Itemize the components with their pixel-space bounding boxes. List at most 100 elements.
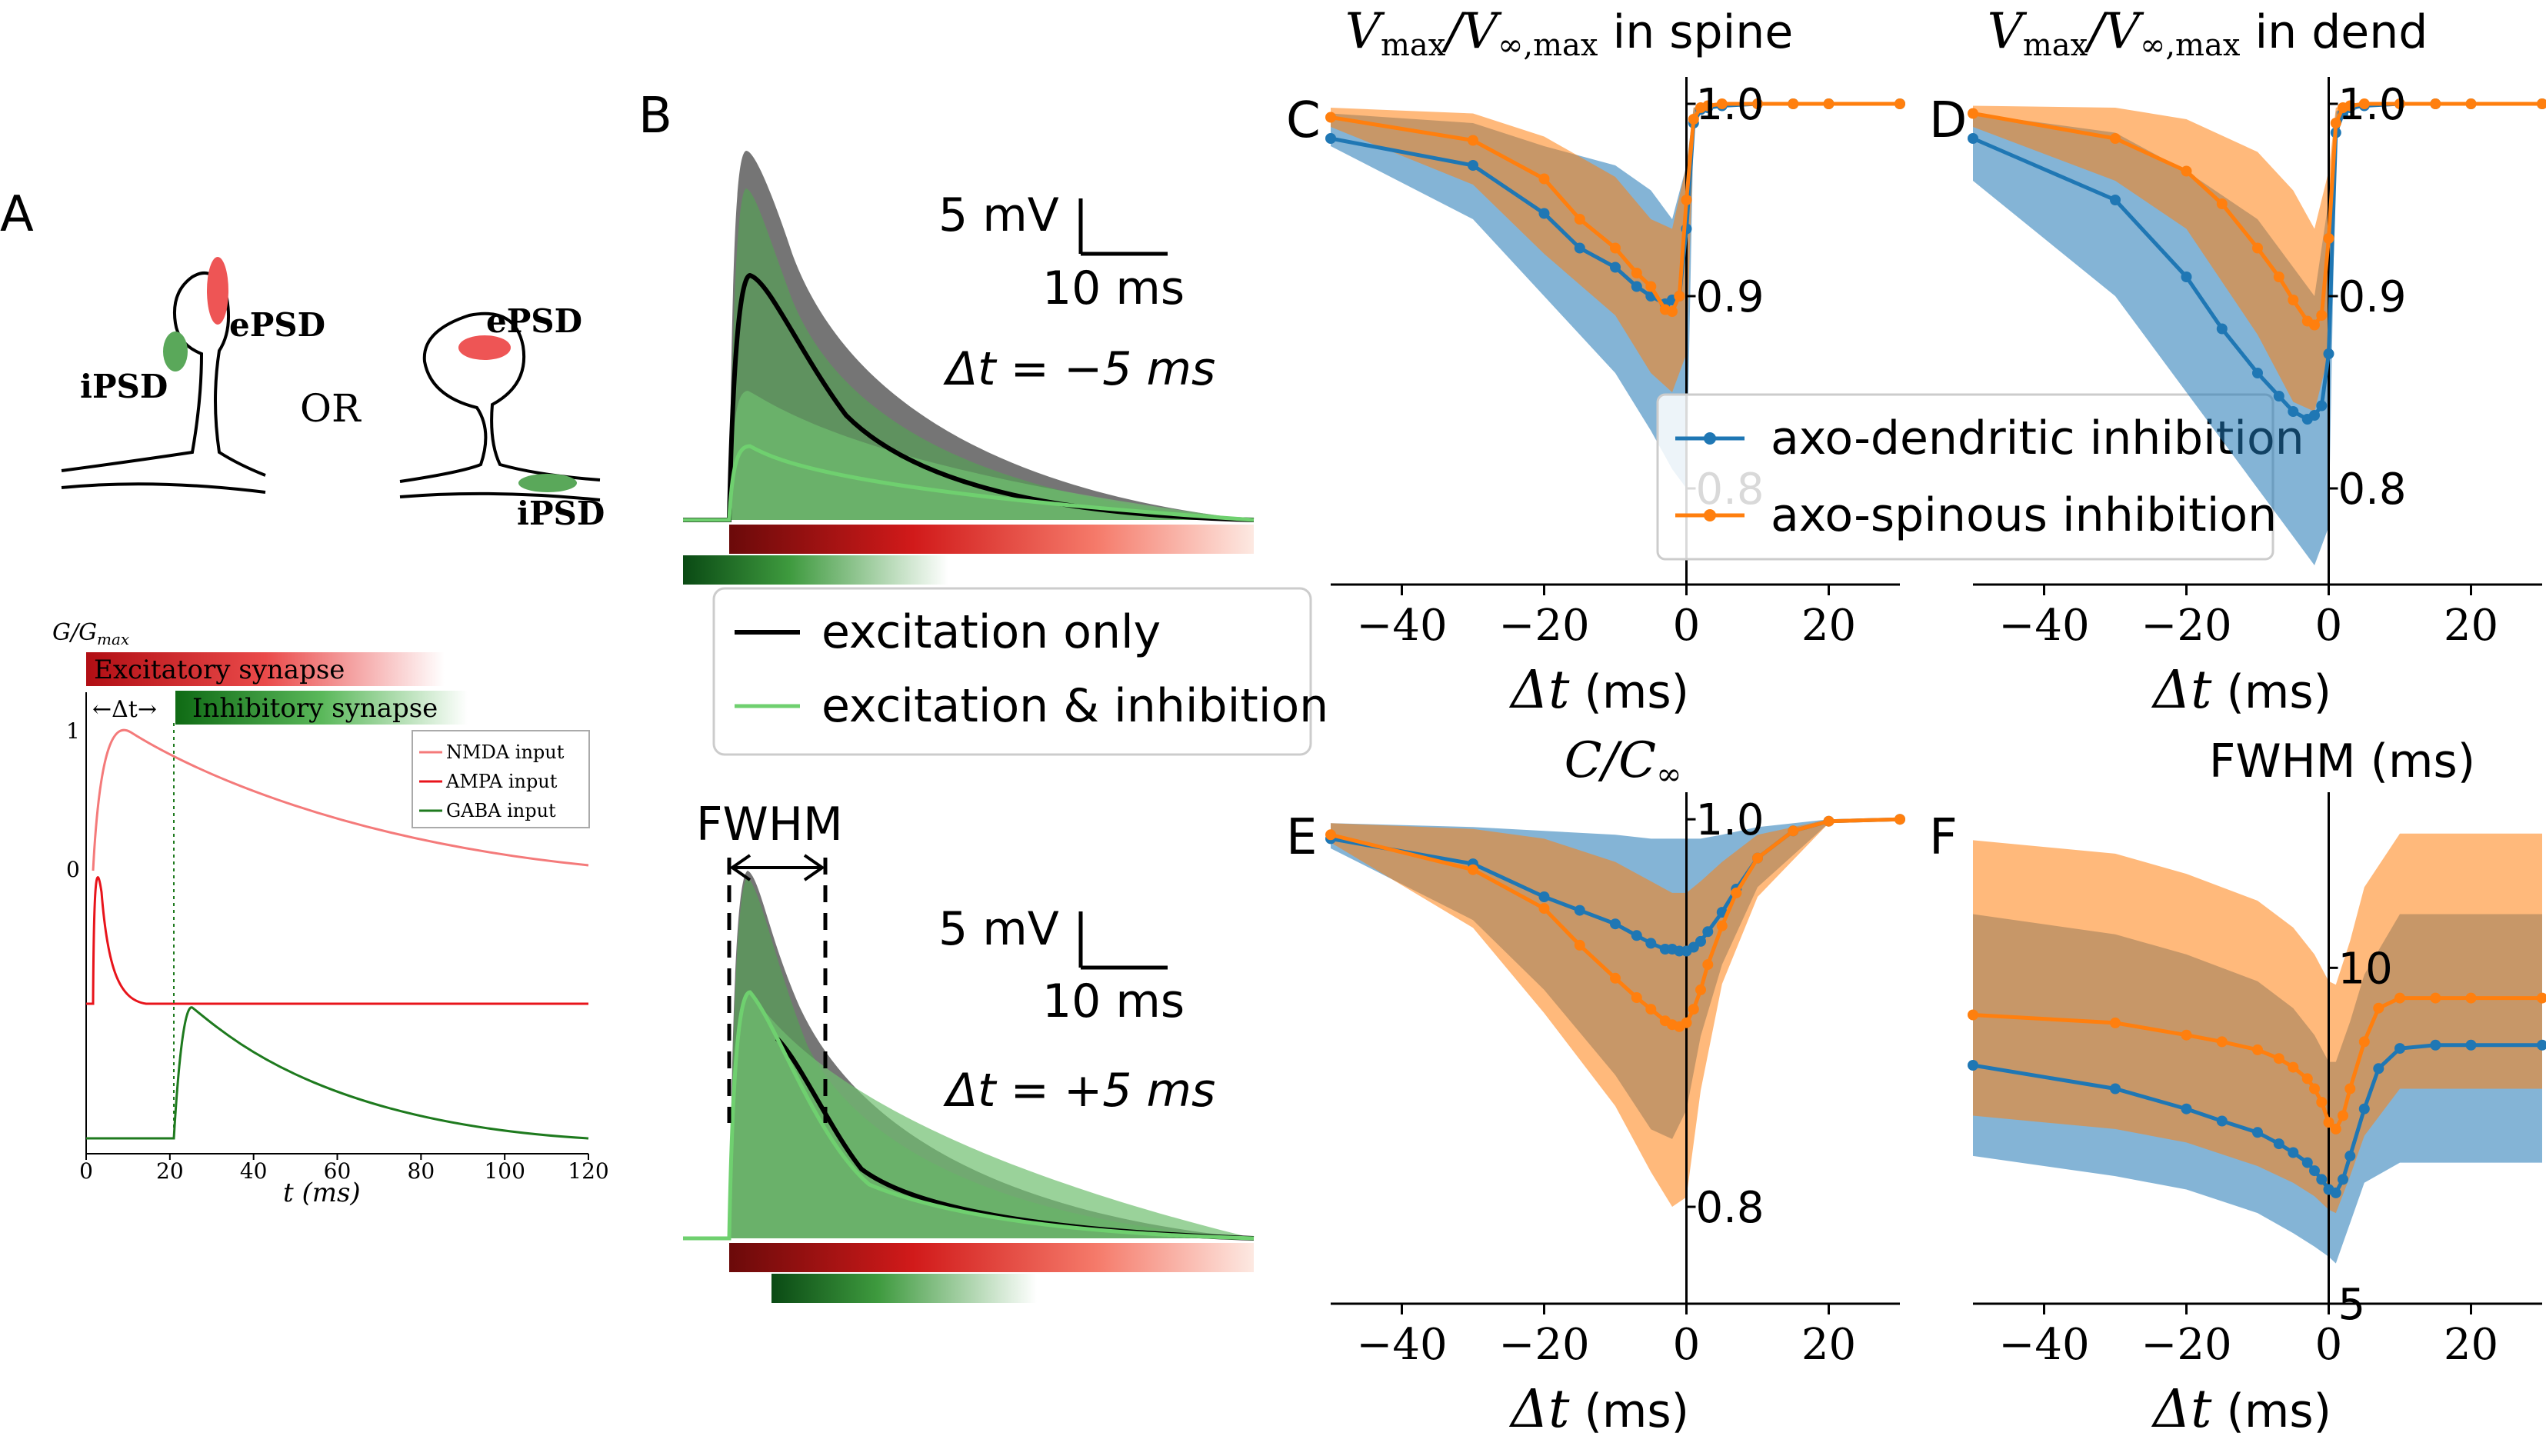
y-tick-label: 1.0 [1696,795,1765,845]
data-point-dendritic [2394,1043,2405,1055]
data-point-dendritic [2181,272,2192,282]
x-axis-label: Δt (ms) [2151,660,2331,721]
scale-mv-top: 5 mV [938,188,1059,242]
band-spinous [1973,833,2542,1214]
chart-title: Vmax/V∞,max in dend [1988,3,2428,63]
epsd-label-right: ePSD [486,302,582,340]
data-point-spinous [1895,814,1905,825]
data-point-dendritic [1631,930,1642,941]
data-point-spinous [1716,920,1728,931]
data-point-spinous [1468,135,1478,146]
data-point-dendritic [2216,1115,2228,1127]
x-tick-label: 0 [2315,1320,2343,1370]
inhibitory-bar [175,691,468,725]
data-point-spinous [1538,903,1550,915]
legend-gaba: GABA input [446,800,556,821]
data-point-spinous [2309,1083,2320,1094]
legend-ampa: AMPA input [445,771,558,792]
excitatory-bar-label: Excitatory synapse [94,655,345,685]
y-tick-label: 0.9 [2338,272,2407,322]
data-point-spinous [1823,815,1835,827]
b-legend: excitation only excitation & inhibition [712,587,1328,756]
cond-xtick-label: 20 [156,1158,184,1184]
x-tick-label: 0 [2315,601,2343,651]
cond-xtick-label: 80 [408,1158,435,1184]
data-point-spinous [1688,114,1699,125]
data-point-spinous [2330,1123,2341,1134]
exc-bar-bottom [729,1243,1254,1272]
data-point-dendritic [2309,410,2320,421]
data-point-spinous [1468,864,1478,875]
x-tick-label: −20 [1498,601,1589,651]
x-tick-label: 20 [1801,1320,1856,1370]
legend-label-spinous: axo-spinous inhibition [1771,488,2277,542]
x-axis-label: Δt (ms) [1508,660,1689,721]
x-tick-label: −40 [1356,1320,1447,1370]
data-point-spinous [1788,825,1799,837]
data-point-spinous [2110,133,2121,144]
x-tick-label: −40 [1356,601,1447,651]
data-point-spinous [1716,98,1728,109]
x-tick-label: 20 [2444,1320,2498,1370]
data-point-spinous [2301,1073,2313,1085]
data-point-spinous [1631,992,1642,1003]
data-point-dendritic [2465,1039,2477,1051]
data-point-spinous [2430,98,2441,109]
y-tick-label: 0.8 [2338,465,2407,515]
cond-xticks: 0 20 40 60 80 100 120 [79,1154,609,1184]
voltage-trace-top [683,151,1255,585]
epsd-label: ePSD [229,306,325,344]
data-point-spinous [1702,100,1714,112]
data-point-dendritic [2181,1103,2192,1114]
data-point-dendritic [2373,1063,2384,1075]
y-tick-label: 1.0 [2338,80,2407,130]
scale-ms-top: 10 ms [1042,262,1185,315]
data-point-spinous [2465,992,2477,1004]
exc-bar-top [729,525,1254,554]
data-point-spinous [1695,984,1706,995]
ipsd-marker [163,332,188,371]
data-point-dendritic [2273,391,2284,401]
x-tick-label: −40 [1998,601,2089,651]
chart-f: −40 −20 0 20 5 10 Δt (ms) FWHM (ms) [1968,735,2546,1440]
y-tick-label: 0.8 [1696,1183,1765,1233]
data-point-dendritic [1645,938,1657,949]
x-tick-label: −20 [1498,1320,1589,1370]
x-axis-label: Δt (ms) [1508,1379,1689,1440]
x-tick-label: 20 [2444,601,2498,651]
data-point-dendritic [1968,133,1978,144]
dt-text-top: Δt = −5 ms [943,342,1215,396]
data-point-dendritic [1968,1060,1978,1071]
data-point-spinous [1731,887,1742,898]
data-point-spinous [1681,195,1692,205]
data-point-spinous [1895,98,1905,109]
data-point-spinous [2110,1017,2121,1028]
data-point-dendritic [1702,926,1714,938]
y-tick-label: 1.0 [1696,80,1765,130]
data-point-spinous [2373,1002,2384,1014]
x-axis-label: Δt (ms) [2151,1379,2331,1440]
scale-ms-bottom: 10 ms [1042,975,1185,1028]
ipsd-label: iPSD [80,368,168,405]
cond-xtick-label: 60 [324,1158,352,1184]
inh-bar-bottom [771,1274,1037,1303]
data-point-dendritic [1610,262,1621,273]
data-point-spinous [2537,992,2546,1004]
x-tick-label: −20 [2141,1320,2231,1370]
data-point-dendritic [2301,1157,2313,1168]
band-spinous [1331,819,1900,1207]
epsd-marker [207,257,228,325]
spine-diagram-right: ePSD iPSD [399,302,605,532]
data-point-spinous [2288,1061,2299,1073]
data-point-spinous [1702,959,1714,971]
x-tick-label: −20 [2141,601,2231,651]
data-point-spinous [2338,1110,2348,1121]
data-point-spinous [1752,852,1763,864]
data-point-spinous [1574,214,1585,225]
x-tick-label: 0 [1673,601,1701,651]
data-point-dendritic [2110,1083,2121,1094]
data-point-spinous [1674,291,1685,302]
data-point-dendritic [2316,400,2328,411]
